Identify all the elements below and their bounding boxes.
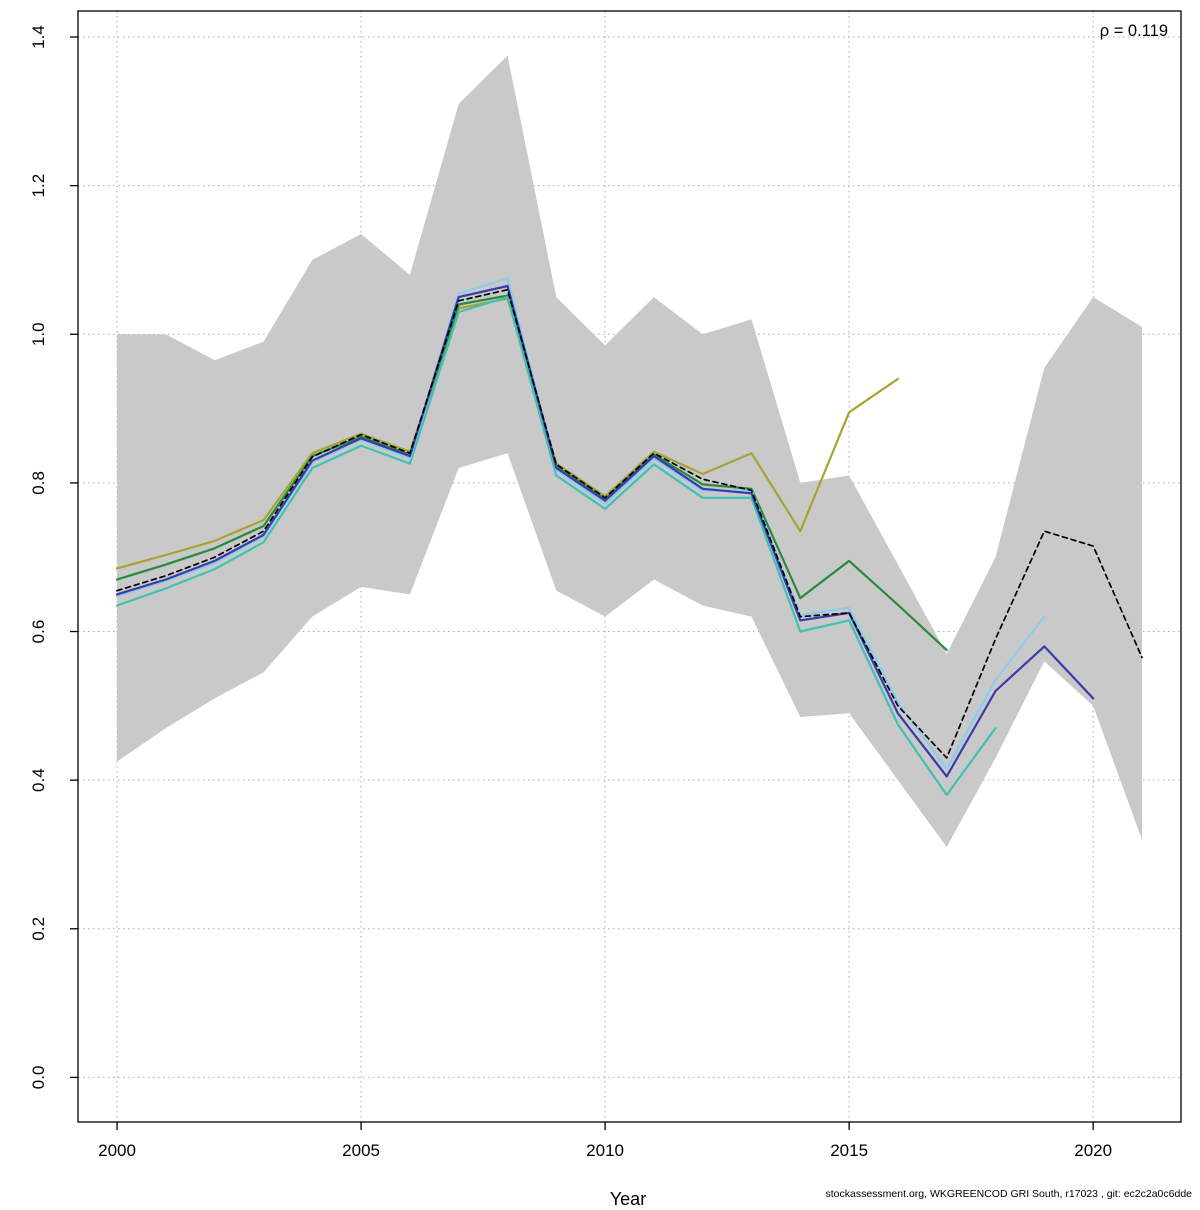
y-tick-label: 0.4: [29, 768, 48, 792]
y-tick-label: 0.2: [29, 917, 48, 941]
mohns-rho-annotation: ρ = 0.119: [1099, 22, 1168, 40]
y-tick-label: 1.0: [29, 322, 48, 346]
y-tick-label: 0.8: [29, 471, 48, 495]
x-tick-label: 2005: [342, 1141, 380, 1160]
x-tick-label: 2020: [1074, 1141, 1112, 1160]
footer-credit: stockassessment.org, WKGREENCOD GRI Sout…: [825, 1188, 1193, 1200]
x-tick-label: 2010: [586, 1141, 624, 1160]
x-tick-label: 2015: [830, 1141, 868, 1160]
x-tick-label: 2000: [98, 1141, 136, 1160]
y-tick-label: 0.0: [29, 1066, 48, 1090]
plot-border: [77, 10, 1182, 1123]
y-tick-label: 1.4: [29, 25, 48, 49]
y-tick-label: 1.2: [29, 174, 48, 198]
confidence-band: [117, 55, 1142, 848]
series-retro-peel-2018: [115, 296, 997, 797]
series-retro-peel-2020: [115, 284, 1095, 778]
y-tick-label: 0.6: [29, 620, 48, 644]
series-base-run: [116, 288, 1143, 759]
